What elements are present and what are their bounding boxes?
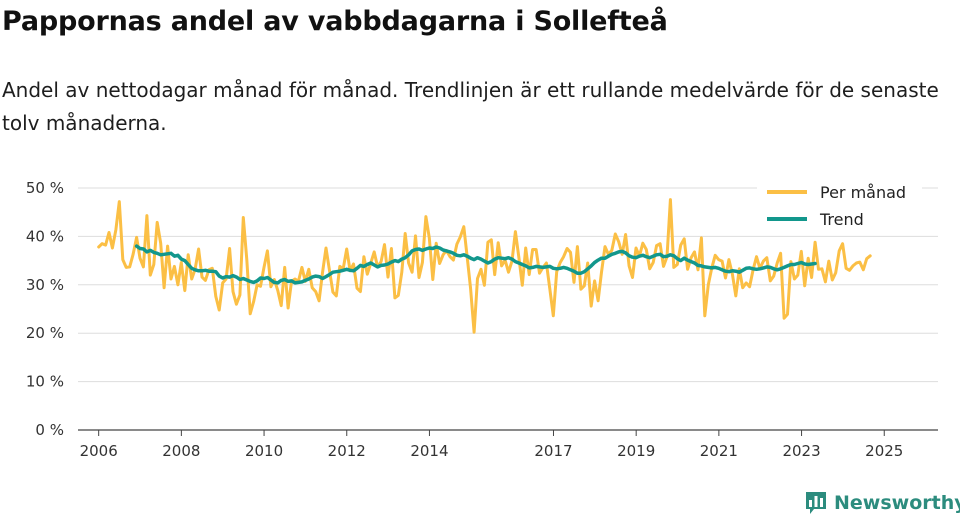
x-tick-label: 2014: [410, 442, 448, 460]
x-tick-label: 2025: [865, 442, 903, 460]
series-line-per-manad[interactable]: [97, 198, 872, 334]
series: [97, 198, 872, 334]
legend-background: [757, 178, 922, 234]
legend: Per månad Trend: [757, 178, 922, 234]
x-tick-label: 2017: [534, 442, 572, 460]
x-tick-label: 2012: [328, 442, 366, 460]
axes: 0 % 10 % 20 % 30 % 40 % 50 % 2006 2008 2010 2012 2…: [26, 179, 903, 460]
chart-title: Pappornas andel av vabbdagarna i Solleft…: [2, 6, 668, 37]
y-tick-label: 0 %: [35, 421, 64, 439]
x-tick-label: 2010: [245, 442, 283, 460]
x-tick-label: 2006: [80, 442, 118, 460]
bar-chart-icon: [806, 492, 826, 514]
x-tick-label: 2021: [700, 442, 738, 460]
x-tick-label: 2023: [782, 442, 820, 460]
chart-subtitle: Andel av nettodagar månad för månad. Tre…: [2, 78, 939, 135]
brand-name: Newsworthy: [834, 492, 960, 514]
y-tick-label: 20 %: [26, 324, 64, 342]
y-tick-label: 40 %: [26, 227, 64, 245]
x-tick-label: 2008: [162, 442, 200, 460]
brand-logo[interactable]: Newsworthy: [804, 488, 960, 518]
series-line-trend[interactable]: [134, 244, 817, 285]
x-tick-label: 2019: [617, 442, 655, 460]
y-tick-label: 50 %: [26, 179, 64, 197]
y-tick-label: 10 %: [26, 373, 64, 391]
legend-label-per-manad[interactable]: Per månad: [820, 183, 906, 202]
legend-label-trend[interactable]: Trend: [819, 210, 864, 229]
y-tick-label: 30 %: [26, 276, 64, 294]
